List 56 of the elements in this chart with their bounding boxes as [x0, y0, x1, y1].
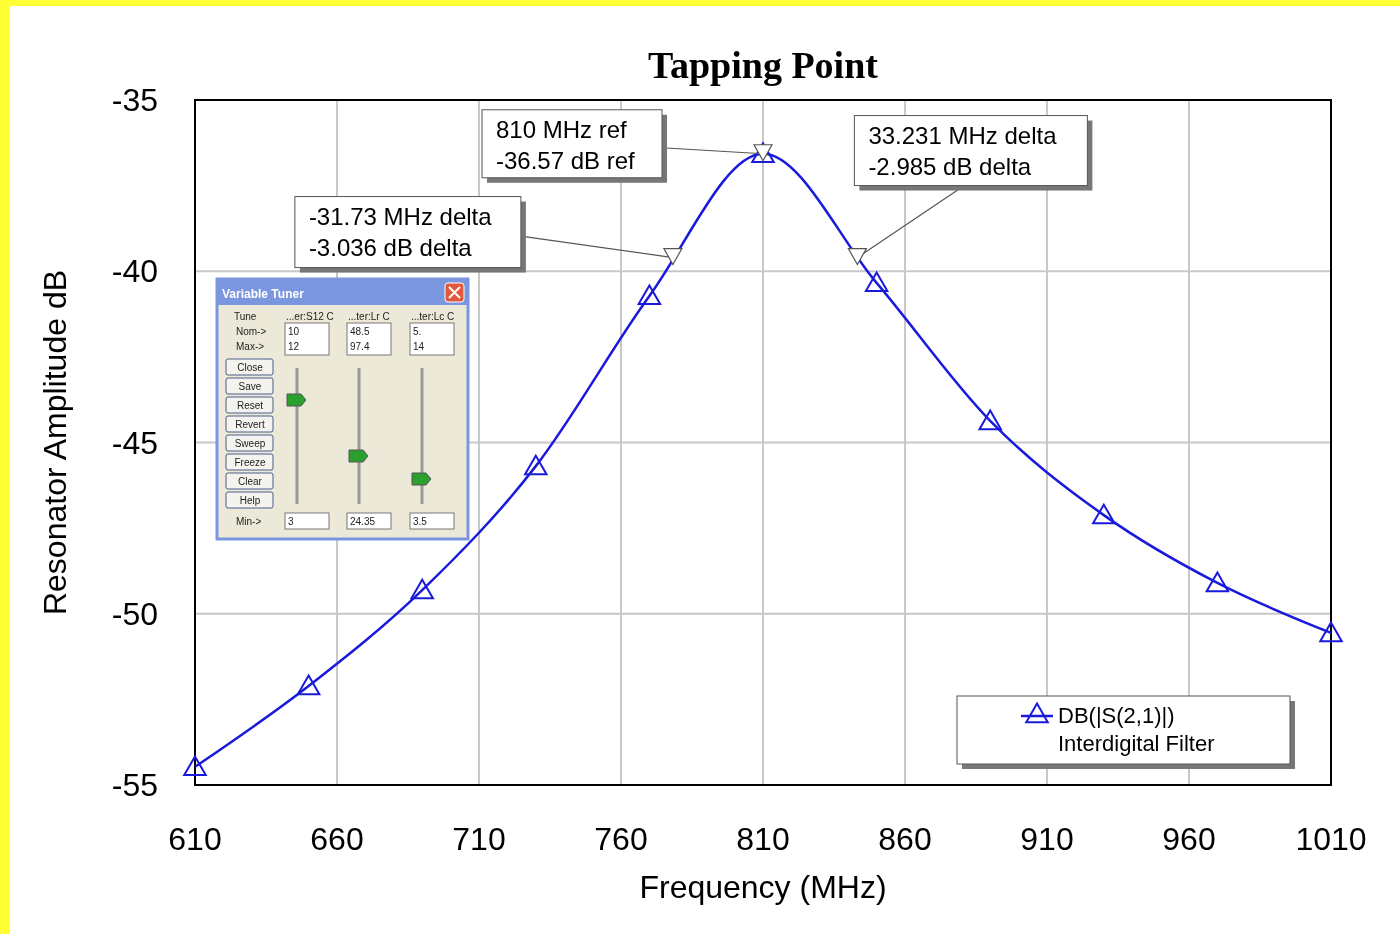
x-tick-label: 710 [452, 821, 506, 857]
annotation: 810 MHz ref -36.57 dB ref [496, 115, 636, 174]
annotation: 3 [288, 516, 294, 527]
point [1092, 503, 1116, 525]
annotation: 3.5 [413, 516, 428, 527]
x-tick-label: 610 [168, 821, 222, 857]
annotation: Clear [238, 476, 263, 487]
annotation: Close [237, 362, 264, 373]
annotation: Sweep [234, 438, 266, 449]
annotation: 97.4 [350, 341, 370, 352]
x-tick-label: 810 [736, 821, 790, 857]
y-tick-label: -35 [111, 82, 158, 118]
y-tick-label: -40 [111, 253, 158, 290]
annotation: 12 [288, 341, 300, 352]
y-tick-label: -45 [111, 424, 158, 461]
legend-label: DB(|S(2,1)|) Interdigital Filter [1058, 703, 1215, 756]
x-tick-label: 660 [310, 821, 364, 857]
annotation: 24.35 [350, 516, 376, 527]
x-axis-title: Frequency (MHz) [639, 869, 887, 905]
annotation: 10 [288, 326, 300, 337]
y-tick-label: -50 [111, 595, 158, 632]
y-tick-label: -55 [111, 767, 158, 803]
annotation: Tune [234, 311, 257, 322]
annotation: Help [239, 495, 261, 506]
annotation: ...er:S12 C [286, 311, 334, 322]
annotation: Variable Tuner [222, 287, 305, 301]
point [524, 454, 548, 476]
annotation: 14 [413, 341, 425, 352]
point [637, 284, 662, 306]
x-tick-label: 1010 [1295, 821, 1367, 857]
point [296, 674, 321, 696]
annotation: 33.231 MHz delta -2.985 dB delta [868, 121, 1058, 180]
x-tick-label: 960 [1162, 821, 1216, 857]
chart-title: Tapping Point [648, 44, 879, 86]
point [864, 271, 889, 293]
point [1205, 571, 1230, 593]
point [183, 755, 207, 777]
annotation: Reset [236, 400, 264, 411]
x-tick-label: 760 [594, 821, 648, 857]
annotation: -31.73 MHz delta -3.036 dB delta [308, 202, 493, 261]
annotation: Max-> [236, 341, 265, 352]
annotation: Save [238, 381, 262, 392]
y-axis-title: Resonator Amplitude dB [37, 269, 73, 616]
annotation: ...ter:Lc C [411, 311, 455, 322]
annotation: Revert [235, 419, 265, 430]
annotation: 5. [413, 326, 422, 337]
annotation: Min-> [236, 516, 262, 527]
annotation: ...ter:Lr C [348, 311, 390, 322]
annotation: 48.5 [350, 326, 370, 337]
point [410, 578, 434, 600]
point [1319, 621, 1343, 643]
point [978, 409, 1002, 431]
annotation: Freeze [234, 457, 266, 468]
x-tick-label: 860 [878, 821, 932, 857]
x-tick-label: 910 [1020, 821, 1074, 857]
annotation: Nom-> [236, 326, 267, 337]
